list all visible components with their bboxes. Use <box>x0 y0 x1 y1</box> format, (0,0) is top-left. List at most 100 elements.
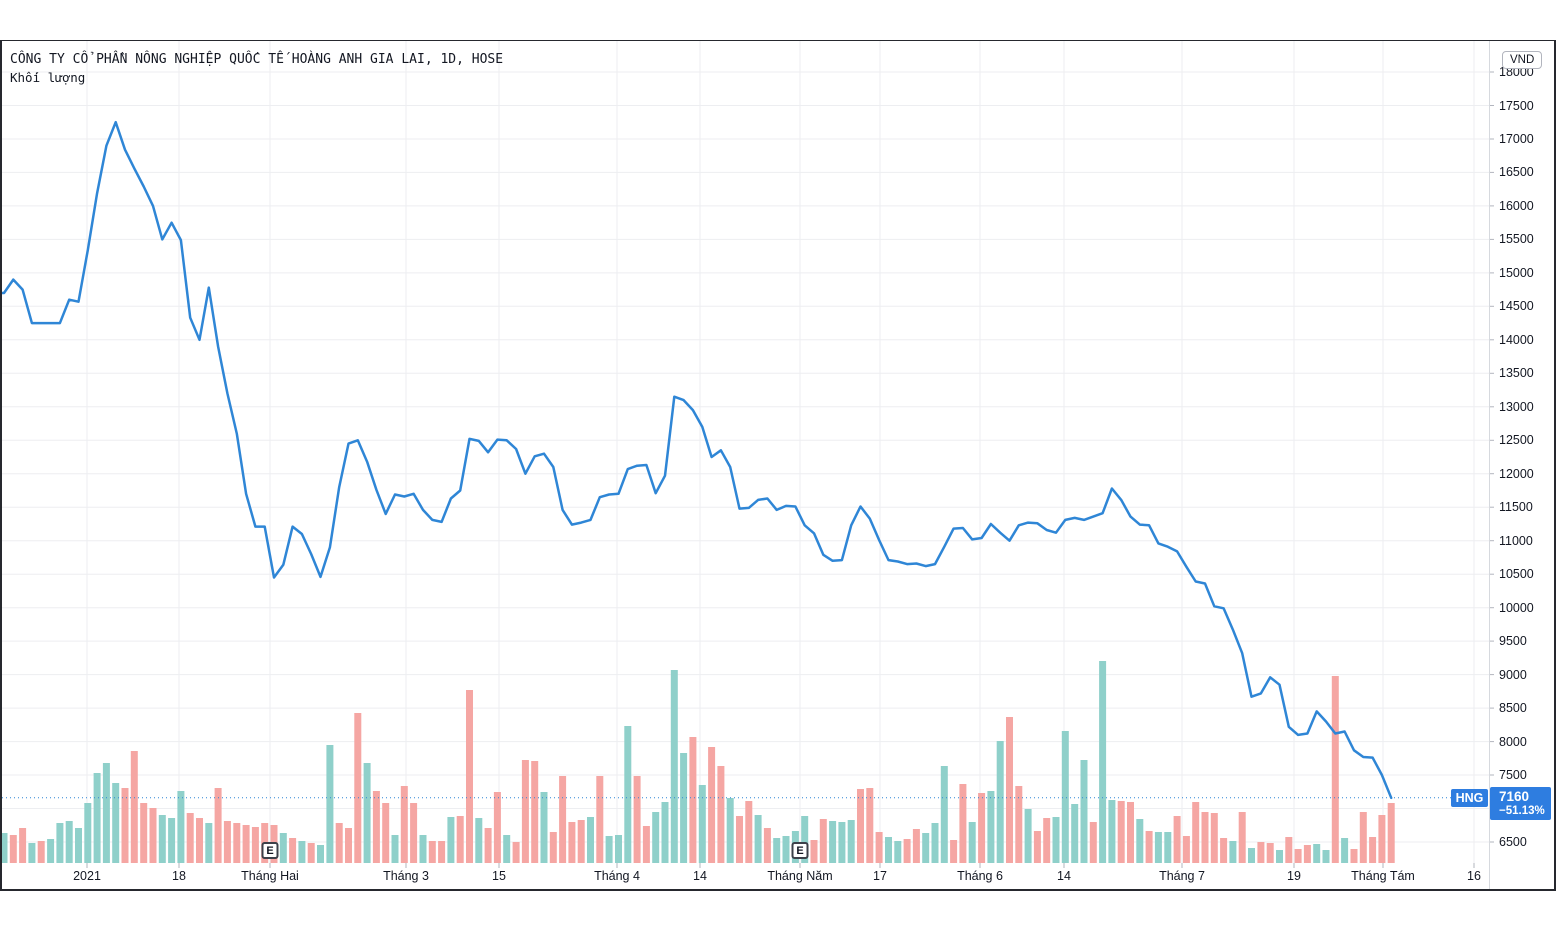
volume-bar <box>940 766 948 863</box>
volume-bar <box>1266 843 1274 863</box>
volume-bar <box>466 690 473 863</box>
volume-bar <box>19 828 27 863</box>
volume-bar <box>242 825 250 863</box>
series-ticker-label: HNG <box>1451 788 1488 807</box>
volume-bar <box>102 763 110 863</box>
time-axis-label: 17 <box>873 869 887 883</box>
price-axis-label: 12500 <box>1499 433 1534 448</box>
volume-bar <box>819 819 827 863</box>
volume-bar <box>1182 836 1190 863</box>
volume-bar <box>298 841 306 863</box>
price-axis-label: 15500 <box>1499 232 1534 247</box>
volume-bar <box>1359 812 1367 863</box>
price-axis-label: 12000 <box>1499 466 1534 481</box>
volume-bar <box>587 817 594 863</box>
volume-bar <box>149 808 157 863</box>
volume-bar <box>1238 812 1246 863</box>
volume-bar <box>875 832 883 863</box>
volume-bar <box>829 821 837 863</box>
volume-bar <box>177 791 185 863</box>
change-percent: −51.13% <box>1499 804 1545 817</box>
price-axis-label: 16000 <box>1499 198 1534 213</box>
volume-bar <box>1071 804 1079 863</box>
time-axis-label: Tháng 3 <box>383 869 429 883</box>
time-axis-label: 14 <box>1057 869 1071 883</box>
volume-bar <box>726 798 734 863</box>
volume-bar <box>0 833 8 863</box>
volume-bar <box>847 820 855 863</box>
volume-bar <box>642 826 650 863</box>
volume-bar <box>130 751 138 863</box>
volume-bar <box>289 838 297 863</box>
volume-bar <box>1285 837 1293 863</box>
volume-bar <box>1303 845 1311 863</box>
volume-bar <box>65 821 73 863</box>
volume-bar <box>810 840 818 863</box>
volume-bar <box>345 828 352 863</box>
volume-bar <box>838 822 846 863</box>
earnings-marker[interactable]: E <box>261 842 279 859</box>
currency-unit-button[interactable]: VND <box>1502 51 1543 69</box>
volume-bar <box>857 789 864 863</box>
volume-bar <box>782 836 790 863</box>
volume-bar <box>372 791 380 863</box>
volume-bar <box>1192 802 1200 863</box>
volume-bar <box>354 713 362 863</box>
volume-bar <box>503 835 511 863</box>
volume-bar <box>959 784 967 863</box>
volume-bar <box>1229 841 1237 863</box>
volume-bar <box>680 753 688 863</box>
time-axis-label: Tháng 4 <box>594 869 640 883</box>
volume-bar <box>1369 837 1377 863</box>
volume-bar <box>596 776 604 863</box>
volume-bar <box>708 747 716 863</box>
time-axis-label: Tháng Năm <box>767 869 833 883</box>
volume-bar <box>1248 848 1255 863</box>
volume-bar <box>1006 717 1013 863</box>
volume-bar <box>633 776 641 863</box>
volume-bar <box>419 835 427 863</box>
volume-bar <box>9 835 17 863</box>
volume-bar <box>93 773 101 863</box>
volume-bar <box>1043 818 1051 863</box>
volume-bar <box>624 726 632 863</box>
volume-bar <box>1136 819 1144 863</box>
price-axis-label: 10000 <box>1499 600 1534 615</box>
price-axis-label: 9500 <box>1499 634 1527 649</box>
volume-bar <box>698 785 706 863</box>
volume-bar <box>1117 801 1125 863</box>
volume-bar <box>1257 842 1265 863</box>
volume-bar <box>1080 760 1088 863</box>
volume-legend[interactable]: Khối lượng <box>10 70 86 85</box>
price-axis-label: 11000 <box>1499 533 1533 548</box>
symbol-title[interactable]: CÔNG TY CỔ PHẦN NÔNG NGHIỆP QUỐC TẾ HOÀN… <box>10 52 504 67</box>
volume-bar <box>391 835 399 863</box>
volume-bar <box>1108 800 1116 863</box>
volume-bar <box>1061 731 1069 863</box>
volume-bar <box>652 812 660 863</box>
volume-bar <box>717 766 725 863</box>
time-axis-label: 19 <box>1287 869 1301 883</box>
time-axis-label: 14 <box>693 869 707 883</box>
price-axis-label: 13000 <box>1499 399 1534 414</box>
time-axis-label: 15 <box>492 869 506 883</box>
earnings-marker[interactable]: E <box>791 842 809 859</box>
time-axis-label: Tháng Hai <box>241 869 299 883</box>
time-axis-label: 16 <box>1467 869 1481 883</box>
volume-bar <box>1210 813 1218 863</box>
volume-bar <box>410 803 418 863</box>
price-axis-label: 10500 <box>1499 567 1534 582</box>
volume-bar <box>549 832 557 863</box>
volume-bar <box>885 837 892 863</box>
volume-bar <box>754 815 762 863</box>
volume-bar <box>978 793 986 863</box>
volume-bar <box>233 823 241 863</box>
volume-bar <box>521 760 529 863</box>
volume-bar <box>1015 786 1023 863</box>
volume-bar <box>484 828 492 863</box>
price-axis-label: 8500 <box>1499 701 1527 716</box>
volume-bar <box>251 827 259 863</box>
volume-bar <box>168 818 176 863</box>
volume-bar <box>28 843 36 863</box>
